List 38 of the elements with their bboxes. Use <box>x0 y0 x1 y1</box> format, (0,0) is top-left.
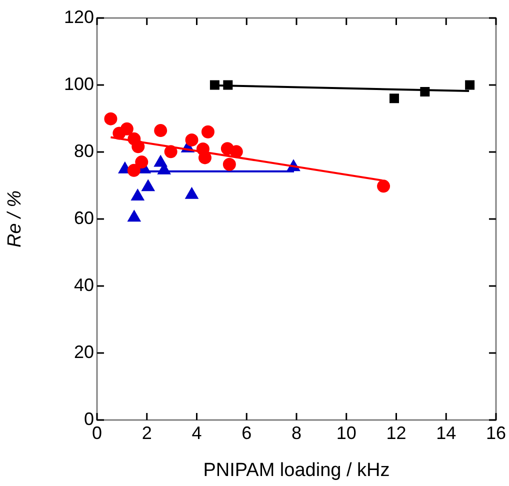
point <box>201 125 214 138</box>
point <box>185 187 198 199</box>
x-tick-label: 10 <box>336 422 356 443</box>
x-tick-label: 2 <box>142 422 152 443</box>
point <box>377 180 390 193</box>
y-tick-label: 120 <box>64 6 94 27</box>
y-axis-title: Re / % <box>4 190 26 248</box>
point <box>390 94 399 104</box>
y-tick-label: 40 <box>74 274 94 295</box>
point <box>465 80 475 90</box>
x-tick-label: 8 <box>291 422 302 443</box>
point <box>142 180 155 192</box>
point <box>127 164 140 177</box>
point <box>132 140 145 154</box>
point <box>104 112 118 126</box>
x-tick-label: 14 <box>436 422 456 443</box>
point <box>164 145 178 158</box>
x-tick-label: 4 <box>192 422 202 443</box>
x-tick-label: 16 <box>486 422 506 443</box>
y-tick-label: 60 <box>74 208 94 228</box>
point <box>185 133 198 146</box>
point <box>135 156 148 169</box>
point <box>128 210 141 222</box>
x-tick-label: 12 <box>386 422 406 443</box>
y-tick-label: 0 <box>84 408 94 429</box>
point <box>120 122 134 136</box>
point <box>223 80 233 90</box>
y-tick-label: 100 <box>64 74 94 94</box>
point <box>420 86 430 96</box>
x-tick-label: 6 <box>242 422 252 443</box>
point <box>222 158 236 171</box>
point <box>210 80 220 90</box>
y-tick-label: 80 <box>74 140 94 161</box>
point <box>131 189 144 201</box>
point <box>154 124 168 138</box>
y-tick-label: 20 <box>74 342 94 362</box>
point <box>230 145 243 158</box>
x-axis-title: PNIPAM loading / kHz <box>203 460 390 481</box>
